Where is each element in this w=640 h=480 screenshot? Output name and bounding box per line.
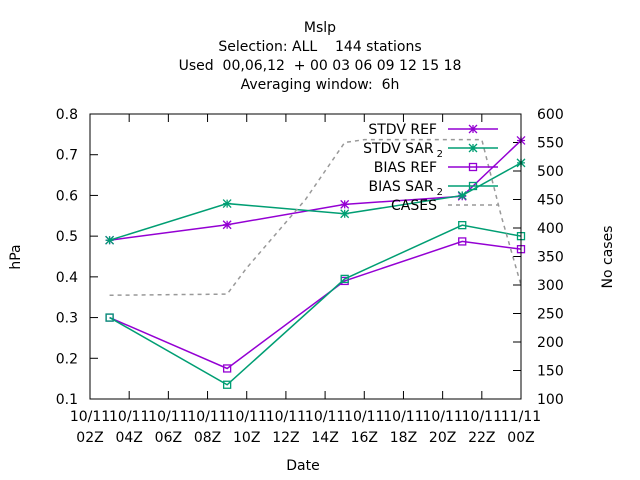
data-point [222, 364, 232, 373]
y2-axis-label: No cases [600, 226, 616, 289]
y2-tick-label: 600 [537, 107, 564, 123]
y-tick-label: 0.4 [56, 270, 78, 286]
legend-label: BIAS REF [374, 160, 437, 176]
data-point [222, 220, 232, 230]
y2-tick-label: 300 [537, 278, 564, 294]
title-line: Used 00,06,12 + 00 03 06 09 12 15 18 [179, 58, 462, 74]
y2-tick-label: 150 [537, 364, 564, 380]
legend-label: BIAS SAR 2 [369, 179, 443, 198]
series-line [109, 138, 522, 297]
legend-marker [468, 143, 478, 153]
x-tick-label-date: 10/11 [305, 409, 345, 425]
series-bias-sar [105, 220, 526, 389]
legend-marker [468, 181, 478, 191]
y-tick-label: 0.8 [56, 107, 78, 123]
data-point [105, 235, 115, 245]
y-tick-label: 0.5 [56, 229, 78, 245]
legend-label-text: BIAS SAR [369, 179, 434, 195]
data-point [105, 313, 114, 322]
x-tick-label-hour: 04Z [115, 430, 142, 446]
x-tick-label-hour: 18Z [390, 430, 417, 446]
y-tick-label: 0.6 [56, 188, 78, 204]
legend-label-subscript: 2 [437, 187, 443, 198]
chart-title: Mslp Selection: ALL 144 stations Used 00,0… [179, 20, 462, 93]
legend-label-subscript: 2 [437, 149, 443, 160]
y-tick-label: 0.1 [56, 392, 78, 408]
y-tick-label: 0.2 [56, 351, 78, 367]
data-point [340, 274, 349, 284]
legend-label: CASES [391, 198, 437, 214]
x-tick-label-date: 10/11 [227, 409, 267, 425]
y2-tick-label: 350 [537, 250, 564, 266]
y2-tick-label: 250 [537, 307, 564, 323]
x-tick-label-hour: 08Z [194, 430, 221, 446]
x-axis-label: Date [286, 458, 319, 474]
x-tick-label-date: 10/11 [70, 409, 110, 425]
y2-tick-label: 200 [537, 335, 564, 351]
y-axis-label: hPa [8, 244, 24, 269]
y-tick-label: 0.3 [56, 311, 78, 327]
y2-tick-label: 550 [537, 136, 564, 152]
x-axis: 10/11 02Z 10/11 04Z 10/11 06Z 10/11 08Z 10/11 10Z… [70, 114, 541, 446]
x-tick-label-hour: 20Z [429, 430, 456, 446]
x-tick-label-date: 10/11 [462, 409, 502, 425]
x-tick-label-date: 10/11 [266, 409, 306, 425]
x-tick-label-date: 10/11 [344, 409, 384, 425]
legend-marker [468, 162, 478, 172]
series-line [109, 224, 522, 386]
legend-label: STDV REF [368, 122, 437, 138]
plot-series [105, 136, 526, 389]
x-tick-label-date: 10/11 [187, 409, 227, 425]
data-point [457, 190, 467, 200]
y-tick-label: 0.7 [56, 148, 78, 164]
series-line [109, 240, 522, 370]
x-tick-label-hour: 10Z [233, 430, 260, 446]
x-tick-label-hour: 02Z [76, 430, 103, 446]
y2-tick-label: 400 [537, 221, 564, 237]
data-point [222, 380, 232, 389]
data-point [340, 209, 350, 219]
data-point [222, 199, 232, 209]
x-tick-label-date: 10/11 [109, 409, 149, 425]
data-point [340, 199, 350, 209]
y2-tick-label: 100 [537, 392, 564, 408]
x-tick-label-hour: 22Z [468, 430, 495, 446]
y2-tick-label: 450 [537, 193, 564, 209]
x-tick-label-date: 11/11 [501, 409, 541, 425]
series-stdv-sar [105, 158, 526, 245]
x-tick-label-hour: 00Z [507, 430, 534, 446]
legend-label-text: CASES [391, 198, 437, 214]
data-point [458, 237, 467, 246]
data-point [458, 220, 467, 230]
legend-label: STDV SAR 2 [363, 141, 443, 160]
series-cases [109, 138, 522, 297]
y2-axis: 100 150 200 250 300 350 400 450 500 550 600 [513, 107, 564, 408]
plot-frame [89, 113, 522, 400]
x-tick-label-hour: 06Z [155, 430, 182, 446]
title-line: Averaging window: 6h [241, 77, 400, 93]
legend-label-text: BIAS REF [374, 160, 437, 176]
y2-tick-label: 500 [537, 164, 564, 180]
title-line: Selection: ALL 144 stations [218, 39, 421, 55]
x-tick-label-hour: 12Z [272, 430, 299, 446]
legend-label-text: STDV SAR [363, 141, 434, 157]
legend-label-text: STDV REF [368, 122, 437, 138]
title-line: Mslp [304, 20, 336, 36]
legend-marker [468, 124, 478, 134]
x-tick-label-hour: 16Z [351, 430, 378, 446]
x-tick-label-hour: 14Z [311, 430, 338, 446]
x-tick-label-date: 10/11 [148, 409, 188, 425]
x-tick-label-date: 10/11 [383, 409, 423, 425]
x-tick-label-date: 10/11 [422, 409, 462, 425]
y-axis: 0.1 0.2 0.3 0.4 0.5 0.6 0.7 0.8 [56, 107, 98, 408]
